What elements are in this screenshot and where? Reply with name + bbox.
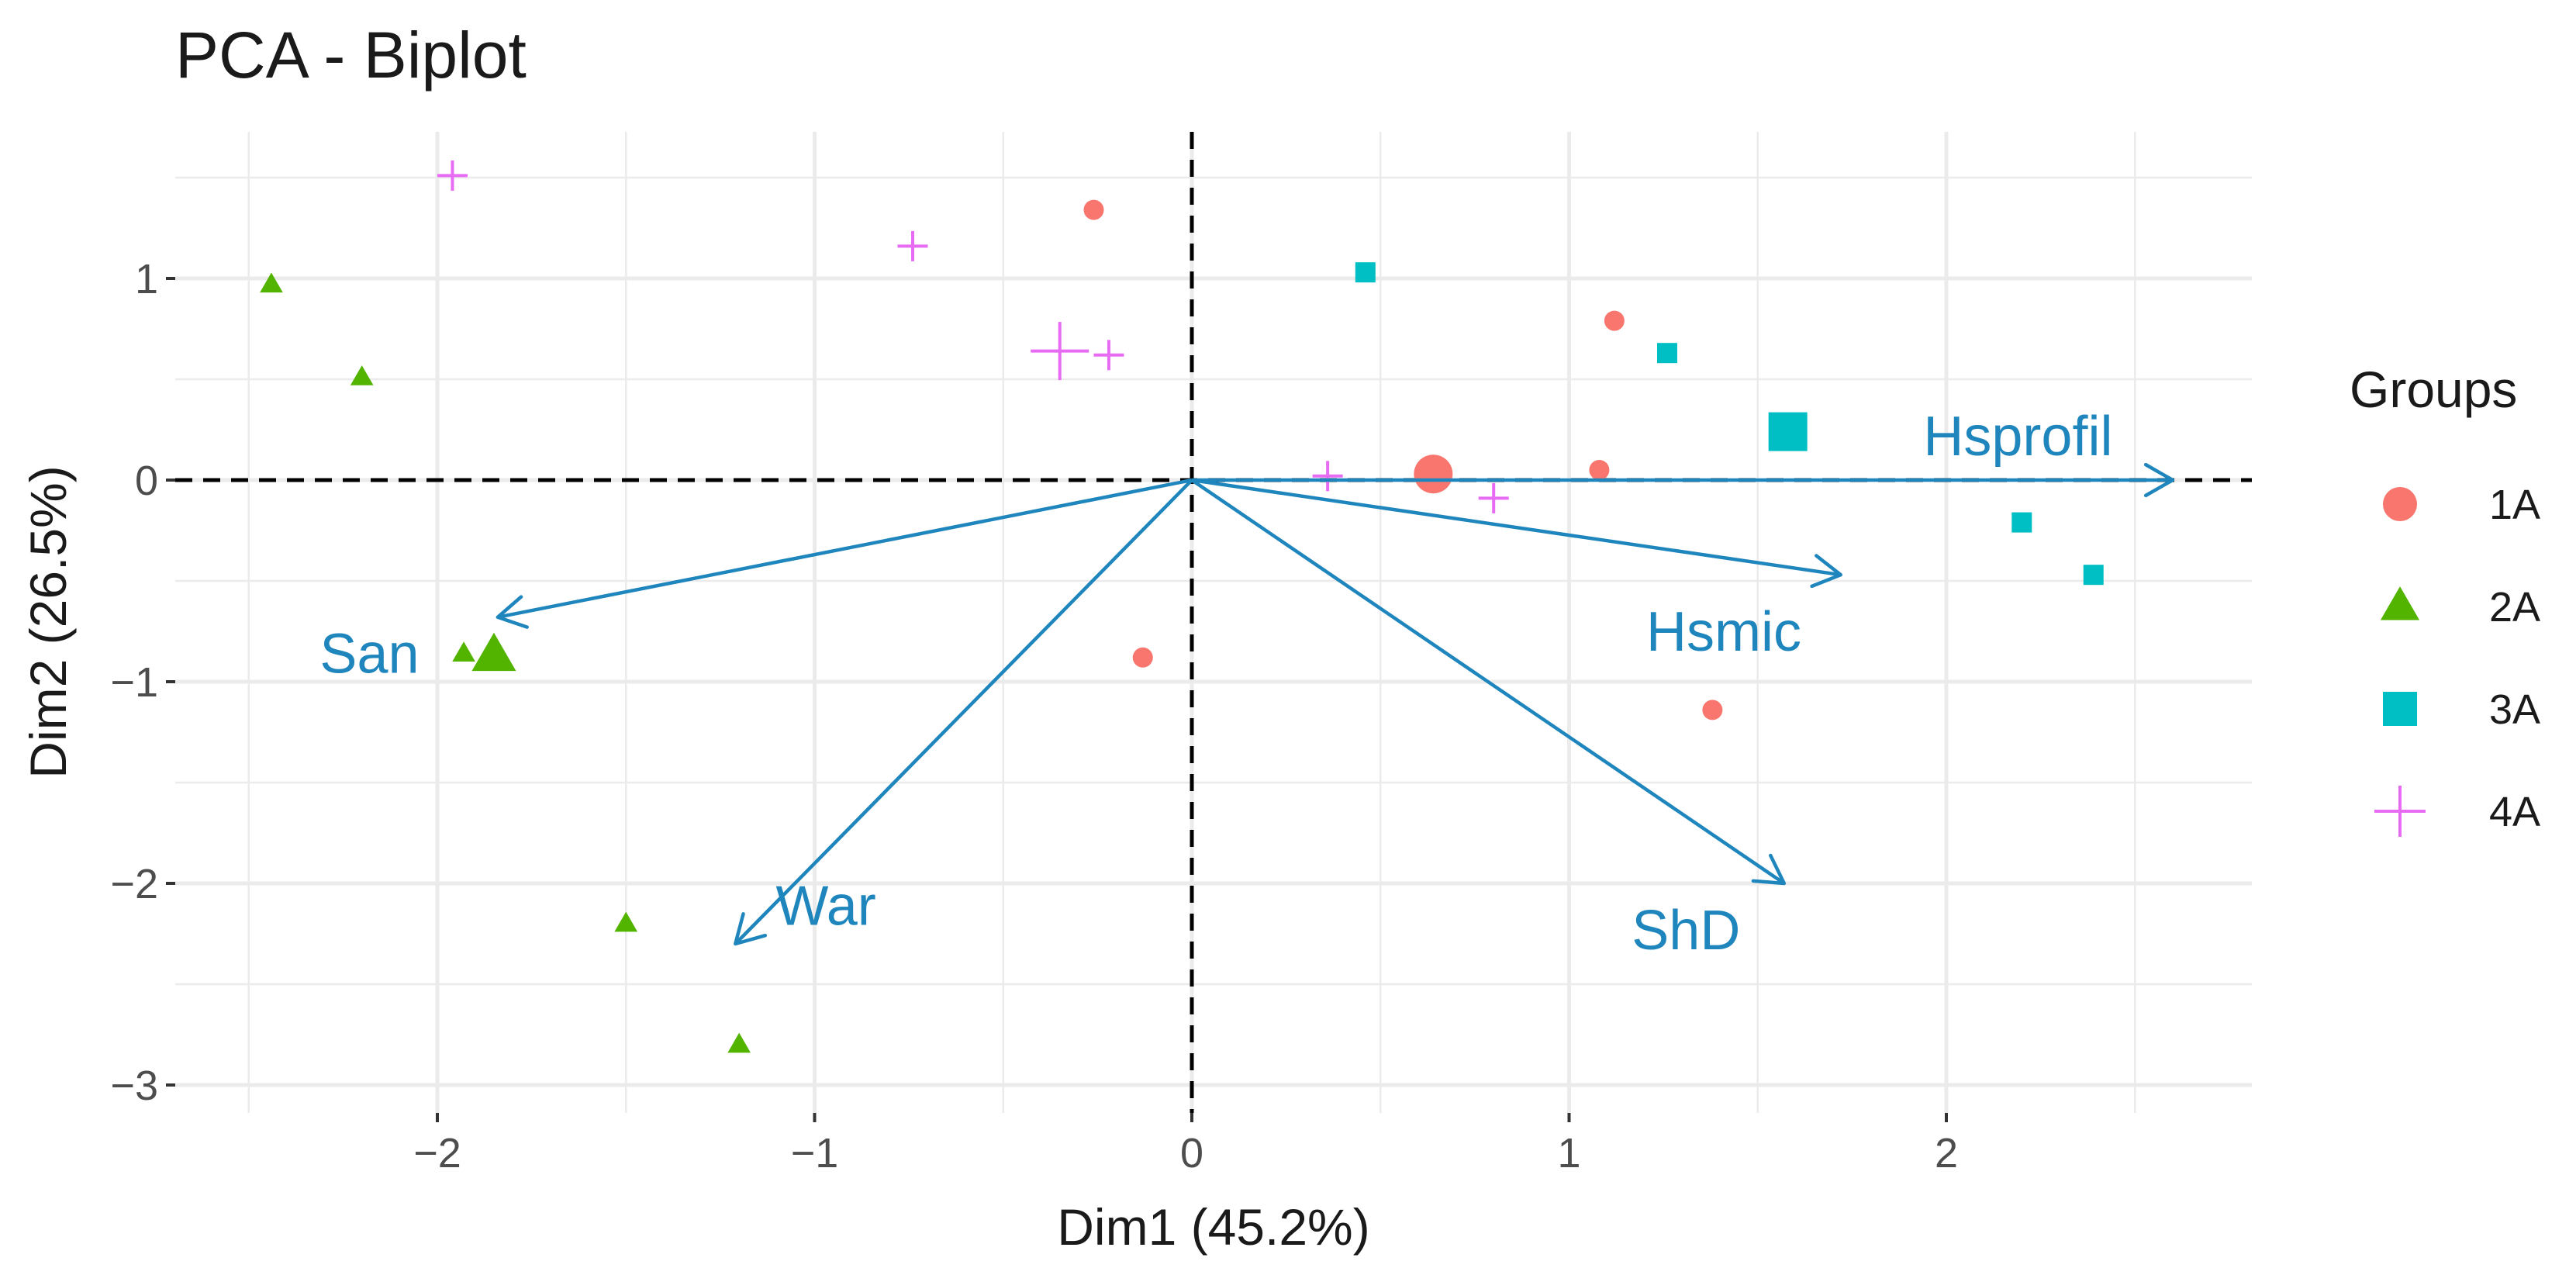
y-tick-label: −1 [110,659,158,706]
centroid-3A [1768,412,1808,451]
y-tick-label: −2 [110,861,158,907]
legend-key-1A [2383,487,2417,521]
legend: Groups 1A 2A 3A 4A [2350,361,2540,837]
arrow-hsmic [1191,478,1842,577]
x-tick-label: −2 [413,1130,461,1177]
y-axis-title: Dim2 (26.5%) [19,465,77,778]
arrow-san [497,478,1193,620]
arrowhead-shd [1751,853,1787,886]
y-tick-label: 1 [135,256,158,302]
point-4A [1093,340,1124,371]
arrowhead-hsprofil [2143,462,2175,498]
centroid-1A [1414,454,1453,494]
variable-label-war: War [775,876,875,938]
legend-items: 1A 2A 3A 4A [2374,482,2540,837]
legend-title: Groups [2350,361,2517,418]
variable-arrows: Hsprofil Hsmic ShD War San [319,406,2175,962]
grid-lines [175,132,2252,1113]
x-tick-label: −1 [791,1130,839,1177]
point-4A [1478,482,1509,513]
point-3A [1355,262,1376,283]
point-4A [897,230,928,261]
point-2A [614,911,638,932]
arrowhead-war [734,912,768,946]
arrow-shd [1190,479,1786,885]
point-2A [350,365,374,385]
centroid-2A [471,632,516,672]
arrowhead-hsmic [1810,554,1843,589]
x-tick-label: 2 [1935,1130,1958,1177]
point-2A [452,641,475,662]
legend-label-1A: 1A [2489,482,2540,528]
x-axis-title: Dim1 (45.2%) [1057,1198,1369,1256]
plot-panel [175,132,2252,1113]
point-4A [437,160,468,191]
legend-key-2A [2380,586,2420,620]
arrow-war [734,479,1193,945]
point-1A [1589,460,1610,480]
legend-label-3A: 3A [2489,686,2540,733]
legend-key-4A [2374,786,2426,837]
variable-label-hsprofil: Hsprofil [1923,406,2112,468]
point-1A [1083,199,1104,220]
variable-label-san: San [319,624,419,686]
y-axis-ticks: 1 0 −1 −2 −3 [110,256,175,1109]
point-3A [2083,565,2104,586]
y-tick-label: 0 [135,458,158,504]
variable-label-shd: ShD [1632,900,1740,962]
legend-label-4A: 4A [2489,789,2540,835]
centroid-4A [1031,322,1089,381]
x-tick-label: 1 [1557,1130,1580,1177]
variable-label-hsmic: Hsmic [1646,601,1801,663]
y-tick-label: −3 [110,1063,158,1109]
chart-title: PCA - Biplot [175,19,527,92]
data-points [260,160,2104,1053]
point-3A [1656,343,1677,364]
arrowhead-san [496,595,529,629]
point-4A [1312,461,1343,492]
point-1A [1702,700,1723,720]
point-1A [1132,647,1153,668]
x-tick-label: 0 [1180,1130,1203,1177]
legend-label-2A: 2A [2489,584,2540,631]
point-3A [2011,512,2032,533]
x-axis-ticks: −2 −1 0 1 2 [413,1113,1958,1177]
point-1A [1604,310,1625,331]
point-2A [727,1032,751,1053]
point-2A [260,272,283,293]
legend-key-3A [2383,692,2417,726]
